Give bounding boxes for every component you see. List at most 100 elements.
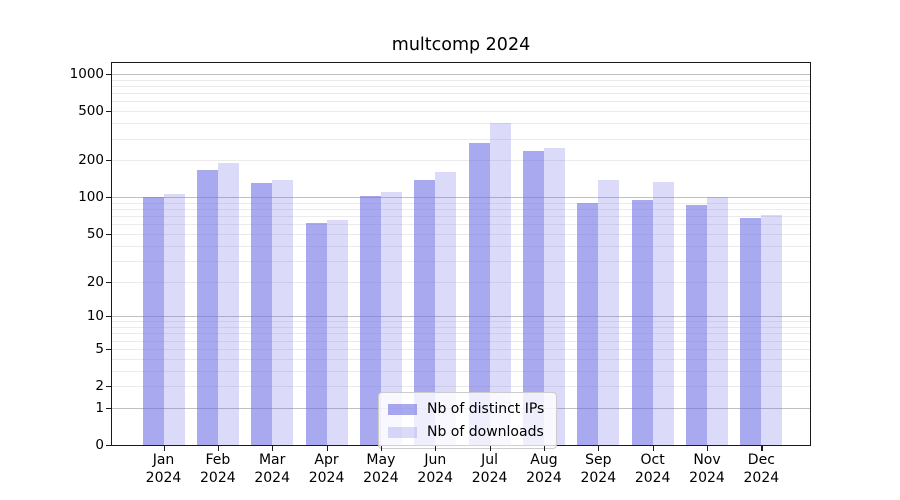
gridline-minor bbox=[112, 358, 810, 360]
bars-layer bbox=[112, 63, 810, 445]
bar-distinct-ips-oct-2024 bbox=[631, 200, 653, 445]
x-tick-mark bbox=[707, 446, 709, 451]
x-tick-label: Jan 2024 bbox=[145, 452, 182, 486]
gridline-minor bbox=[112, 333, 810, 335]
gridline-minor bbox=[112, 123, 810, 125]
x-tick-mark bbox=[761, 446, 763, 451]
bar-distinct-ips-jul-2024 bbox=[468, 142, 490, 445]
x-tick-label: Apr 2024 bbox=[308, 452, 345, 486]
gridline-minor bbox=[112, 233, 810, 235]
y-tick-label: 1 bbox=[95, 399, 104, 416]
y-tick-label: 500 bbox=[78, 103, 104, 120]
x-tick-label: Aug 2024 bbox=[526, 452, 562, 486]
gridline-major bbox=[112, 197, 810, 199]
x-tick-mark bbox=[652, 446, 654, 451]
y-tick-label: 100 bbox=[78, 189, 104, 206]
bar-downloads-apr-2024 bbox=[326, 220, 348, 445]
bar-distinct-ips-apr-2024 bbox=[305, 222, 327, 445]
gridline-minor bbox=[112, 224, 810, 226]
x-tick-mark bbox=[543, 446, 546, 451]
bar-downloads-sep-2024 bbox=[598, 179, 620, 445]
gridline-minor bbox=[112, 209, 810, 211]
gridline-minor bbox=[112, 160, 810, 162]
y-tick-label: 2 bbox=[95, 378, 104, 394]
y-tick-mark bbox=[106, 407, 111, 409]
y-tick-mark bbox=[106, 111, 111, 113]
y-tick-mark bbox=[106, 197, 111, 199]
bar-downloads-oct-2024 bbox=[652, 182, 674, 445]
bar-downloads-aug-2024 bbox=[543, 148, 565, 445]
gridline-minor bbox=[112, 111, 810, 113]
gridline-minor bbox=[112, 138, 810, 140]
gridline-minor bbox=[112, 202, 810, 204]
bar-distinct-ips-may-2024 bbox=[359, 195, 381, 445]
x-tick-label: Jul 2024 bbox=[471, 452, 508, 486]
gridline-minor bbox=[112, 79, 810, 81]
bar-distinct-ips-nov-2024 bbox=[686, 204, 707, 445]
bar-downloads-jul-2024 bbox=[489, 123, 511, 445]
x-tick-label: Feb 2024 bbox=[200, 452, 236, 486]
bar-downloads-mar-2024 bbox=[272, 179, 294, 445]
bar-distinct-ips-feb-2024 bbox=[196, 169, 218, 445]
x-tick-label: Jun 2024 bbox=[417, 452, 454, 486]
x-tick-mark bbox=[163, 446, 165, 451]
grid-layer bbox=[112, 63, 810, 445]
y-tick-mark bbox=[106, 233, 111, 236]
y-tick-label: 200 bbox=[78, 152, 104, 169]
bar-downloads-feb-2024 bbox=[217, 162, 239, 445]
y-tick-label: 20 bbox=[86, 273, 104, 290]
gridline-minor bbox=[112, 386, 810, 387]
gridline-minor bbox=[112, 340, 810, 342]
legend-item-downloads: Nb of downloads bbox=[388, 424, 544, 440]
y-tick-mark bbox=[106, 316, 111, 318]
gridline-major bbox=[112, 316, 810, 318]
y-tick-label: 50 bbox=[86, 225, 104, 242]
x-tick-label: Mar 2024 bbox=[254, 452, 290, 486]
gridline-minor bbox=[112, 348, 810, 350]
bar-distinct-ips-dec-2024 bbox=[740, 218, 762, 445]
bar-distinct-ips-jun-2024 bbox=[414, 180, 436, 445]
gridline-minor bbox=[112, 370, 810, 372]
legend-swatch-distinct-ips bbox=[388, 403, 417, 415]
gridline-major bbox=[112, 74, 810, 76]
gridline-minor bbox=[112, 93, 810, 95]
y-tick-mark bbox=[106, 348, 111, 350]
legend: Nb of distinct IPs Nb of downloads bbox=[378, 392, 558, 449]
y-tick-mark bbox=[106, 445, 111, 447]
x-tick-mark bbox=[326, 446, 328, 451]
x-tick-mark bbox=[435, 446, 437, 451]
x-tick-label: Oct 2024 bbox=[634, 452, 671, 486]
y-tick-label: 10 bbox=[86, 308, 104, 325]
legend-label-downloads: Nb of downloads bbox=[427, 424, 544, 440]
bar-downloads-jan-2024 bbox=[163, 194, 185, 445]
gridline-minor bbox=[112, 260, 810, 262]
y-tick-label: 1000 bbox=[69, 66, 104, 83]
gridline-minor bbox=[112, 245, 810, 247]
x-tick-label: Nov 2024 bbox=[689, 452, 725, 486]
bar-distinct-ips-mar-2024 bbox=[251, 182, 273, 445]
y-tick-mark bbox=[106, 74, 111, 76]
bar-downloads-nov-2024 bbox=[707, 197, 728, 445]
x-tick-label: Sep 2024 bbox=[580, 452, 617, 486]
x-tick-label: Dec 2024 bbox=[743, 452, 780, 486]
bar-downloads-dec-2024 bbox=[761, 215, 783, 445]
gridline-minor bbox=[112, 281, 810, 283]
bar-distinct-ips-aug-2024 bbox=[522, 151, 544, 445]
gridline-minor bbox=[112, 216, 810, 218]
bar-distinct-ips-sep-2024 bbox=[577, 203, 599, 445]
x-tick-label: May 2024 bbox=[363, 452, 399, 486]
x-tick-mark bbox=[217, 446, 220, 451]
gridline-minor bbox=[112, 85, 810, 87]
y-tick-mark bbox=[106, 386, 111, 388]
x-tick-mark bbox=[380, 446, 383, 451]
gridline-minor bbox=[112, 321, 810, 323]
y-tick-label: 0 bbox=[95, 437, 104, 453]
legend-swatch-downloads bbox=[388, 426, 417, 438]
plot-area: Nb of distinct IPs Nb of downloads bbox=[111, 62, 811, 449]
x-tick-mark bbox=[272, 446, 274, 451]
bar-distinct-ips-jan-2024 bbox=[142, 197, 164, 445]
legend-item-distinct-ips: Nb of distinct IPs bbox=[388, 401, 544, 417]
legend-label-distinct-ips: Nb of distinct IPs bbox=[427, 401, 545, 417]
x-tick-mark bbox=[598, 446, 600, 451]
